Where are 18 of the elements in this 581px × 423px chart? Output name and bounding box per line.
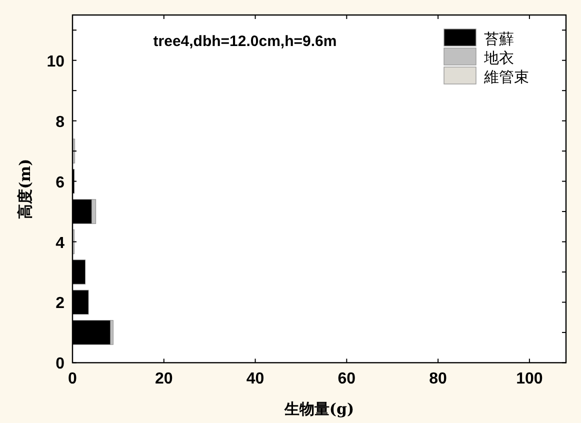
y-tick-label: 4 — [56, 234, 65, 252]
x-axis-title: 生物量(g) — [283, 400, 354, 418]
text: tree4,dbh=12.0cm,h=9.6m — [153, 33, 337, 50]
legend-label: 苔蘚 — [484, 30, 514, 48]
x-tick-label: 100 — [516, 370, 543, 388]
y-tick-label: 8 — [56, 114, 65, 131]
y-tick-label: 0 — [56, 356, 65, 373]
y-tick-label: 2 — [56, 295, 65, 312]
y-axis-title: 高度(m) — [16, 158, 34, 219]
y-tick-label: 10 — [46, 53, 65, 70]
legend-label: 地衣 — [483, 49, 514, 67]
x-tick-label: 80 — [429, 370, 448, 388]
x-tick-label: 20 — [154, 370, 173, 388]
x-tick-label: 0 — [68, 370, 78, 388]
x-tick-label: 60 — [338, 370, 356, 388]
y-tick-label: 6 — [56, 174, 65, 192]
legend-label: 維管束 — [483, 68, 529, 86]
x-tick-label: 40 — [246, 370, 264, 388]
